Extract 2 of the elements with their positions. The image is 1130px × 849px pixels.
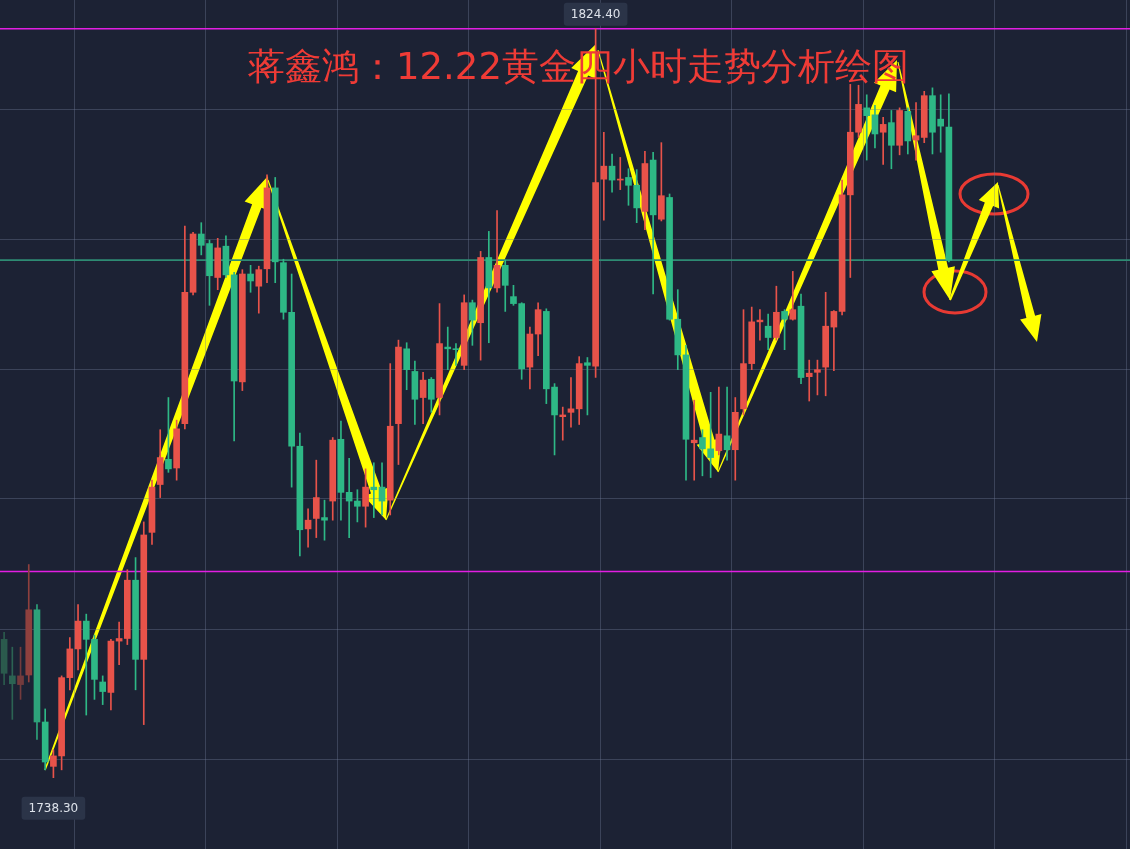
annotation: 1824.40 bbox=[570, 6, 621, 21]
annotation: 1738.30 bbox=[28, 800, 79, 815]
